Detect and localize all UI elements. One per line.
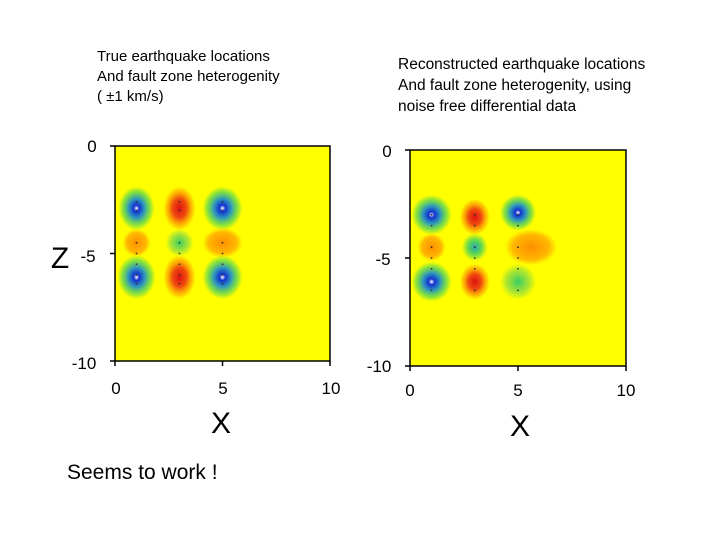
x-tick-5: 5 [513,381,522,400]
earthquake-point [221,263,224,266]
x-tick-0: 0 [111,379,120,398]
earthquake-point [178,263,181,266]
anomaly-blob [202,186,243,231]
reconstructed-locations-axes: 0 -5 -10 0 5 10 X [367,142,636,443]
y-tick-0: 0 [87,137,96,156]
earthquake-point [517,289,519,292]
earthquake-point [221,282,224,285]
earthquake-point [517,267,519,270]
x-axis-label: X [211,407,231,440]
earthquake-point [430,224,433,227]
earthquake-point [135,201,138,203]
true-locations-axes: 0 -5 -10 0 5 10 X Z [51,137,341,440]
earthquake-point [430,246,433,249]
x-axis-label: X [510,410,530,443]
earthquake-point [430,267,433,270]
earthquake-point [221,274,224,276]
left-caption-line-3: ( ±1 km/s) [97,88,164,105]
x-tick-10: 10 [322,379,341,398]
earthquake-point [178,282,181,285]
y-tick-minus-5: -5 [80,247,95,266]
right-panel-caption: Reconstructed earthquake locations And f… [398,54,645,117]
anomaly-blob [500,263,536,300]
anomaly-blob [459,198,490,235]
true-locations-heatmap [110,145,331,366]
left-caption-line-1: True earthquake locations [97,48,270,65]
earthquake-point [221,201,224,203]
earthquake-point [178,274,181,276]
earthquake-point [473,213,476,216]
earthquake-point [473,267,476,270]
anomaly-blob [459,263,490,300]
earthquake-point [473,289,476,292]
earthquake-point [473,246,476,249]
right-caption-line-2: And fault zone heterogenity, using [398,77,632,94]
earthquake-point [221,252,224,255]
earthquake-point [430,257,433,259]
x-tick-0: 0 [405,381,414,400]
right-caption-line-3: noise free differential data [398,98,577,115]
earthquake-point [178,209,181,212]
y-tick-minus-10: -10 [72,354,97,373]
anomaly-blob [500,194,536,231]
y-tick-minus-10: -10 [367,357,392,376]
y-axis-label: Z [51,242,69,275]
anomaly-blob [163,186,196,231]
earthquake-point [430,289,433,292]
y-tick-0: 0 [382,142,391,161]
earthquake-point [430,213,433,216]
earthquake-point [221,241,224,244]
anomaly-blob [118,186,155,231]
earthquake-point [135,274,138,276]
conclusion-remark: Seems to work ! [67,461,218,484]
earthquake-point [135,252,138,255]
y-tick-minus-5: -5 [375,250,390,269]
earthquake-point [135,241,138,244]
earthquake-point [178,241,181,244]
earthquake-point [517,224,519,227]
left-caption-line-2: And fault zone heterogenity [97,68,280,85]
reconstructed-locations-heatmap [405,149,627,371]
anomaly-blob [202,255,243,300]
earthquake-point [473,224,476,227]
x-tick-10: 10 [617,381,636,400]
earthquake-point [517,257,519,259]
earthquake-point [135,209,138,212]
earthquake-point [178,201,181,203]
earthquake-point [517,213,519,216]
anomaly-blob [163,255,196,300]
earthquake-point [135,282,138,285]
earthquake-point [135,263,138,266]
right-caption-line-1: Reconstructed earthquake locations [398,56,646,73]
earthquake-point [473,257,476,259]
earthquake-point [517,246,519,249]
anomaly-blob [411,261,452,302]
anomaly-blob [504,229,557,266]
left-panel-caption: True earthquake locations And fault zone… [97,47,280,107]
earthquake-point [178,252,181,255]
anomaly-blob [117,255,156,300]
x-tick-5: 5 [218,379,227,398]
earthquake-point [221,209,224,212]
